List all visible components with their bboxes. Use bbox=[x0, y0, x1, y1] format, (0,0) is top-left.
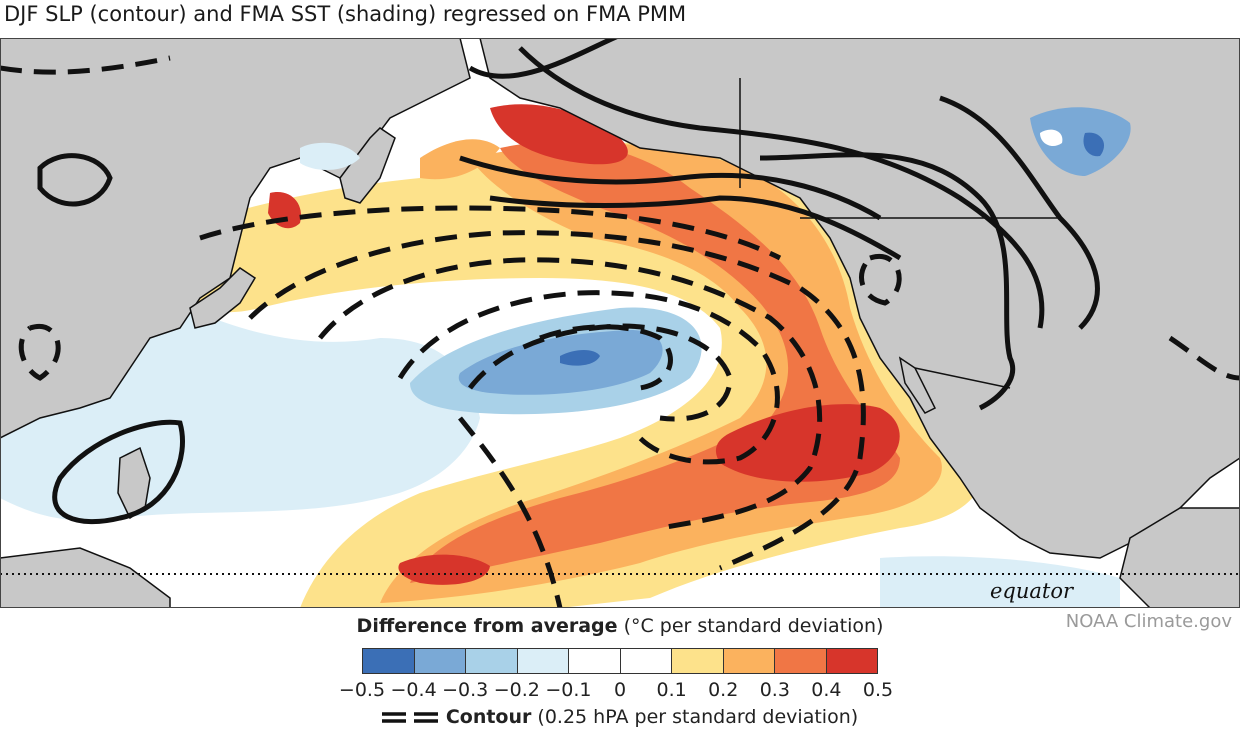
slp-negative-contours bbox=[0, 55, 1240, 608]
legend-title-bold: Difference from average bbox=[356, 615, 618, 637]
negative-contour-tail bbox=[458, 416, 563, 608]
color-bar-swatch bbox=[672, 649, 724, 673]
negative-contour-6 bbox=[539, 324, 673, 391]
color-bar-tick-label: 0.3 bbox=[759, 679, 790, 701]
color-bar-tick-label: 0.2 bbox=[708, 679, 739, 701]
contour-key: Contour (0.25 hPA per standard deviation… bbox=[0, 706, 1240, 728]
legend-title: Difference from average (°C per standard… bbox=[0, 615, 1240, 637]
sst-blue-hudson-bay bbox=[1030, 107, 1131, 176]
negative-contour-east-small bbox=[859, 253, 902, 306]
color-bar-swatch bbox=[723, 649, 775, 673]
positive-contour-philippines bbox=[52, 419, 185, 525]
land-hudson-island bbox=[1040, 129, 1063, 147]
color-bar-tick-label: −0.4 bbox=[390, 679, 437, 701]
positive-contour-4 bbox=[518, 46, 1045, 329]
positive-contour-1 bbox=[468, 38, 620, 79]
land-east-asia bbox=[0, 38, 471, 439]
slp-positive-contours bbox=[37, 38, 1100, 525]
color-bar-tick-label: −0.5 bbox=[338, 679, 386, 701]
sst-blue-hudson-core bbox=[1083, 132, 1105, 157]
color-bar-swatch bbox=[775, 649, 827, 673]
positive-contour-3 bbox=[489, 195, 902, 261]
contour-key-units: (0.25 hPA per standard deviation) bbox=[531, 706, 859, 728]
sst-red-core-east bbox=[715, 404, 900, 482]
contour-dash-icon bbox=[381, 711, 438, 723]
sst-darkest-blue-core bbox=[560, 350, 600, 366]
negative-contour-3 bbox=[318, 257, 823, 531]
land-japan bbox=[189, 267, 257, 329]
positive-contour-asia bbox=[37, 153, 113, 207]
color-bar-swatch bbox=[517, 649, 569, 673]
land-baja bbox=[898, 356, 937, 414]
map-canvas: equator bbox=[0, 38, 1240, 608]
color-bar-swatch bbox=[620, 649, 672, 673]
positive-contour-2 bbox=[459, 155, 882, 221]
color-bar-tick-label: 0 bbox=[613, 679, 627, 701]
positive-contour-5 bbox=[759, 152, 1016, 411]
map-title: DJF SLP (contour) and FMA SST (shading) … bbox=[4, 2, 687, 26]
legend-title-units: (°C per standard deviation) bbox=[617, 615, 884, 637]
sst-light-blue-south bbox=[880, 556, 1120, 608]
negative-contour-5 bbox=[468, 323, 733, 422]
color-bar-tick-label: −0.2 bbox=[493, 679, 540, 701]
regression-map: equator bbox=[0, 38, 1240, 608]
negative-contour-4 bbox=[397, 290, 780, 465]
us-mexico-border bbox=[914, 367, 1011, 389]
contour-key-bold: Contour bbox=[445, 706, 532, 728]
color-bar-swatch bbox=[569, 649, 621, 673]
negative-contour-west bbox=[18, 323, 61, 381]
sst-blue-okhotsk bbox=[300, 142, 360, 170]
negative-contour-gulf bbox=[1168, 335, 1240, 381]
color-bar-swatch bbox=[466, 649, 518, 673]
color-bar-tick-label: 0.5 bbox=[862, 679, 894, 701]
negative-contour-2 bbox=[248, 230, 866, 571]
land-maritime-continent bbox=[0, 547, 171, 608]
negative-contour-nw bbox=[0, 55, 171, 75]
color-bar-tick-label: 0.4 bbox=[811, 679, 842, 701]
color-bar-ticks: −0.5 −0.4 −0.3 −0.2 −0.1 0 0.1 0.2 0.3 0.4 0.5 bbox=[336, 679, 904, 703]
credit-text: NOAA Climate.gov bbox=[1065, 611, 1232, 632]
color-bar-swatch bbox=[414, 649, 466, 673]
land-south-america bbox=[1119, 507, 1240, 608]
sst-red-bering bbox=[490, 104, 628, 165]
color-bar-swatch bbox=[826, 649, 877, 673]
equator-label: equator bbox=[990, 579, 1075, 603]
color-bar-tick-label: −0.1 bbox=[545, 679, 592, 701]
color-bar-tick-label: 0.1 bbox=[656, 679, 687, 701]
negative-contour-1 bbox=[199, 205, 782, 261]
color-bar-swatch bbox=[363, 649, 415, 673]
land-kamchatka bbox=[339, 127, 396, 204]
positive-contour-6 bbox=[939, 95, 1100, 330]
sst-red-core-south bbox=[398, 554, 490, 585]
color-bar bbox=[362, 648, 878, 674]
color-bar-tick-label: −0.3 bbox=[442, 679, 489, 701]
land-masses bbox=[0, 38, 1240, 608]
